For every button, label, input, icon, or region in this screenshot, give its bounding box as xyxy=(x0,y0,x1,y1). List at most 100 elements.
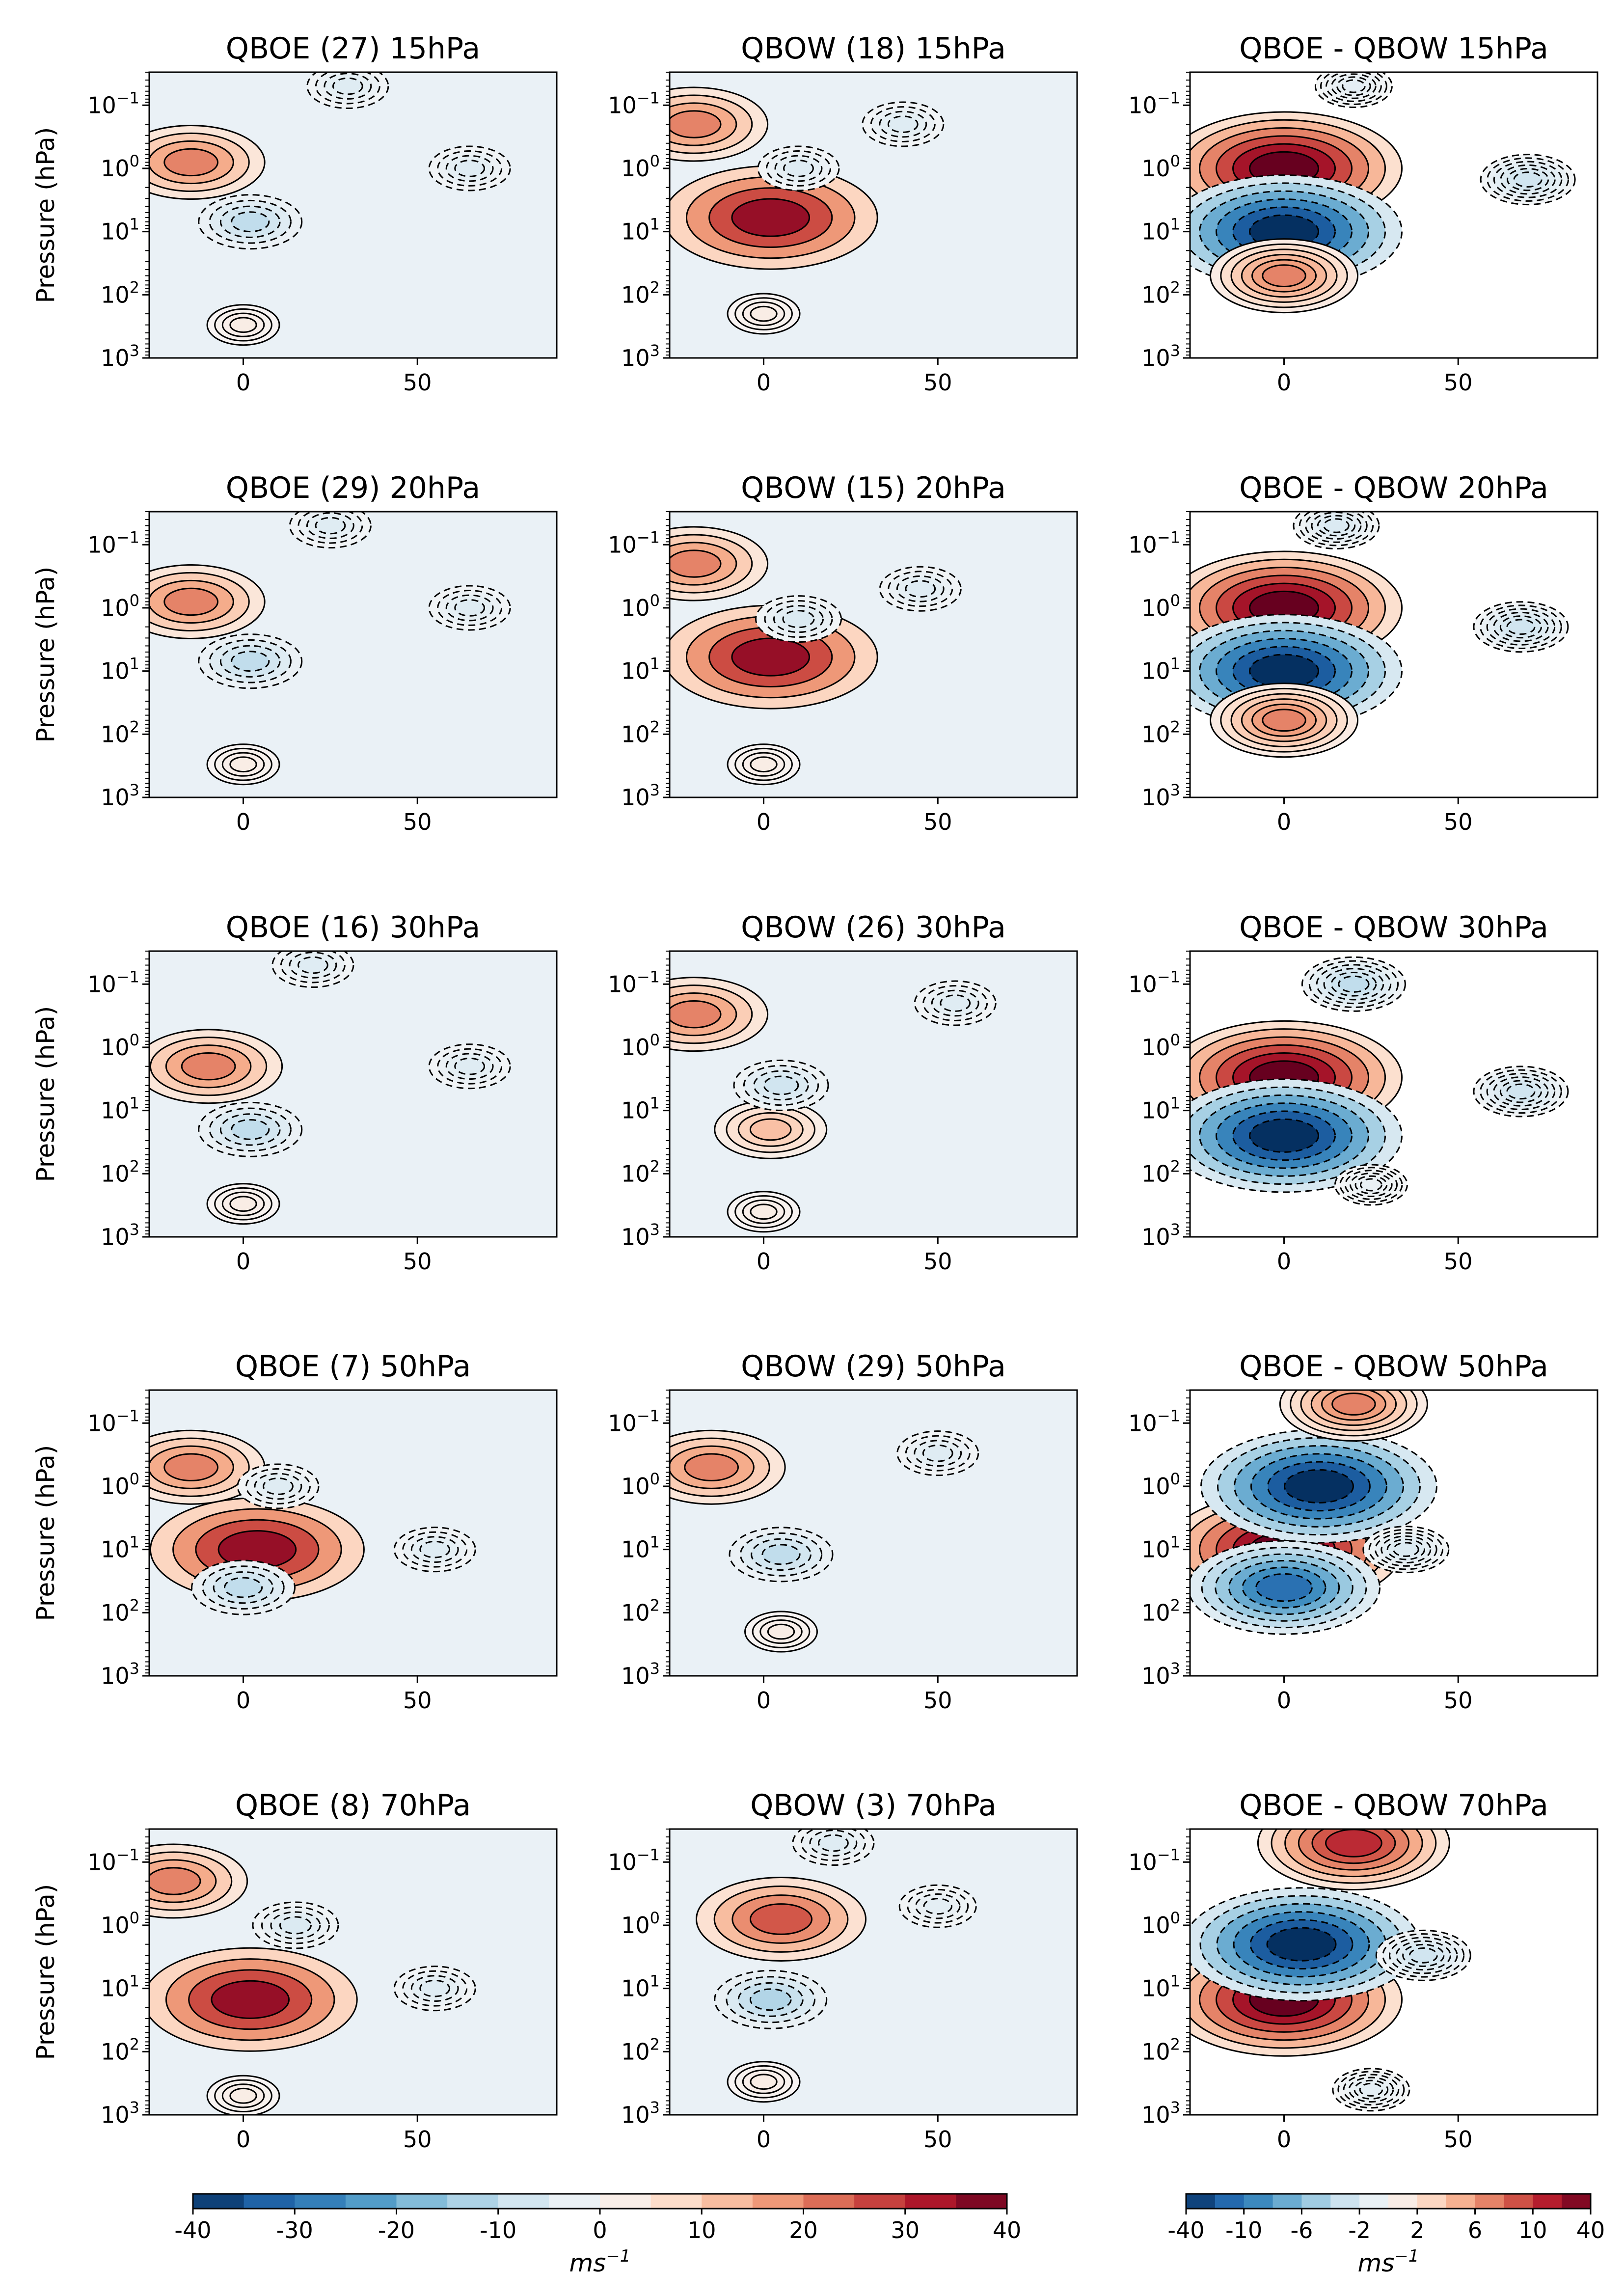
panel: QBOW (3) 70hPa 0 50 10−1 100 101 102 103 xyxy=(608,1788,1078,2153)
x-tick-label: 50 xyxy=(403,1248,432,1275)
y-tick-label: 100 xyxy=(621,591,660,621)
y-tick-label: 103 xyxy=(101,341,139,371)
x-tick-label: 0 xyxy=(757,369,771,396)
y-tick-label: 103 xyxy=(621,1659,660,1689)
axes-frame xyxy=(148,950,558,1238)
panel-title: QBOW (26) 30hPa xyxy=(741,910,1006,945)
panel-title: QBOE - QBOW 15hPa xyxy=(1239,31,1548,66)
colorbar-tick-label: 30 xyxy=(891,2217,920,2243)
contour-level xyxy=(767,1623,795,1640)
y-tick-label: 100 xyxy=(621,152,660,182)
y-tick-label: 101 xyxy=(621,1094,660,1124)
y-tick-label: 103 xyxy=(101,1220,139,1250)
contour-level xyxy=(1323,518,1350,533)
panel: QBOE - QBOW 20hPa 0 50 10−1 100 101 102 103 xyxy=(1128,471,1598,835)
x-tick-label: 50 xyxy=(1444,1248,1473,1275)
y-tick-label: 101 xyxy=(621,215,660,245)
contour-level xyxy=(731,637,811,677)
x-tick-label: 0 xyxy=(757,1248,771,1275)
y-tick-label: 100 xyxy=(1141,591,1180,621)
contour-level xyxy=(1338,975,1370,993)
contour-level xyxy=(419,1979,451,1997)
contour-level xyxy=(887,115,919,133)
colorbar-segment xyxy=(600,2194,651,2209)
contour-level xyxy=(163,148,219,177)
y-tick-label: 100 xyxy=(101,1470,139,1500)
contour-level xyxy=(670,1000,722,1029)
y-tick-label: 10−1 xyxy=(87,1406,139,1436)
panel-title: QBOW (3) 70hPa xyxy=(750,1788,997,1823)
y-tick-label: 102 xyxy=(101,1157,139,1187)
colorbar-tick-label: -20 xyxy=(378,2217,415,2243)
contour-level xyxy=(1359,1178,1382,1192)
contour-level xyxy=(332,77,363,95)
axes-frame xyxy=(669,1828,1078,2116)
x-tick-label: 0 xyxy=(236,809,250,835)
contour-level xyxy=(922,1444,953,1462)
colorbar-tick-label: -10 xyxy=(480,2217,516,2243)
contour-level xyxy=(454,1057,486,1075)
contour-level xyxy=(163,587,219,616)
y-tick-label: 10−1 xyxy=(608,967,660,997)
y-tick-label: 10−1 xyxy=(87,528,139,558)
axes-frame xyxy=(148,511,558,798)
x-tick-label: 0 xyxy=(236,1248,250,1275)
y-tick-label: 103 xyxy=(1141,341,1180,371)
colorbar-tick-label: 0 xyxy=(593,2217,607,2243)
x-tick-label: 0 xyxy=(236,2126,250,2153)
y-tick-label: 102 xyxy=(621,2035,660,2065)
colorbars: -40 -30 -20 -10 0 10 20 30 40 ms−1 -40 -10 -6 -2 2 6 10 4… xyxy=(174,2193,1605,2277)
x-tick-label: 0 xyxy=(236,369,250,396)
panel-title: QBOE (7) 50hPa xyxy=(235,1349,471,1384)
y-tick-label: 10−1 xyxy=(1128,1406,1180,1436)
axes-frame xyxy=(1189,71,1598,359)
contour-level xyxy=(1325,1829,1382,1858)
x-tick-label: 50 xyxy=(1444,1687,1473,1714)
y-tick-label: 102 xyxy=(101,717,139,747)
contour-level xyxy=(1249,654,1320,688)
colorbar-unit-label: ms−1 xyxy=(569,2246,631,2277)
y-tick-label: 102 xyxy=(1141,1596,1180,1626)
panel-title: QBOE (16) 30hPa xyxy=(226,910,480,945)
colorbar-tick-label: -2 xyxy=(1348,2217,1371,2243)
contour-level xyxy=(149,1867,201,1895)
y-tick-label: 101 xyxy=(1141,1972,1180,2002)
contour-level xyxy=(1283,1469,1354,1504)
panel: QBOW (26) 30hPa 0 50 10−1 100 101 102 103 xyxy=(608,910,1078,1275)
colorbar-tick-label: 6 xyxy=(1468,2217,1482,2243)
contour-level xyxy=(263,1477,294,1495)
x-tick-label: 50 xyxy=(403,369,432,396)
contour-level xyxy=(315,517,346,535)
colorbar-segment xyxy=(1417,2194,1447,2209)
axes-frame xyxy=(669,71,1078,359)
y-tick-label: 100 xyxy=(1141,1470,1180,1500)
y-tick-label: 103 xyxy=(101,1659,139,1689)
y-axis-label: Pressure (hPa) xyxy=(31,567,60,743)
y-tick-label: 102 xyxy=(1141,278,1180,308)
colorbar-tick-label: 10 xyxy=(687,2217,716,2243)
colorbar-segment xyxy=(1330,2194,1360,2209)
colorbar-tick-label: -40 xyxy=(1167,2217,1204,2243)
y-tick-label: 103 xyxy=(621,2098,660,2128)
x-tick-label: 50 xyxy=(923,2126,952,2153)
contour-level xyxy=(1262,709,1306,732)
y-axis-label: Pressure (hPa) xyxy=(31,1006,60,1182)
y-tick-label: 102 xyxy=(1141,1157,1180,1187)
colorbar-segment xyxy=(905,2194,956,2209)
panel-grid: QBOE (27) 15hPa 0 50 10−1 100 101 102 103 Pressu… xyxy=(31,31,1598,2153)
panel-title: QBOE (29) 20hPa xyxy=(226,471,480,505)
colorbar-segment xyxy=(1301,2194,1331,2209)
panel-title: QBOE (8) 70hPa xyxy=(235,1788,471,1823)
axes-frame xyxy=(148,71,558,359)
y-tick-label: 103 xyxy=(1141,1220,1180,1250)
y-tick-label: 101 xyxy=(101,1533,139,1563)
colorbar-tick-label: 10 xyxy=(1518,2217,1547,2243)
colorbar-tick-label: 20 xyxy=(789,2217,818,2243)
panel-title: QBOW (18) 15hPa xyxy=(741,31,1006,66)
colorbar-segment xyxy=(752,2194,804,2209)
axes-frame xyxy=(1189,1389,1598,1677)
contour-level xyxy=(1249,1118,1320,1153)
colorbar-segment xyxy=(956,2194,1007,2209)
x-tick-label: 0 xyxy=(236,1687,250,1714)
y-tick-label: 100 xyxy=(1141,1909,1180,1939)
